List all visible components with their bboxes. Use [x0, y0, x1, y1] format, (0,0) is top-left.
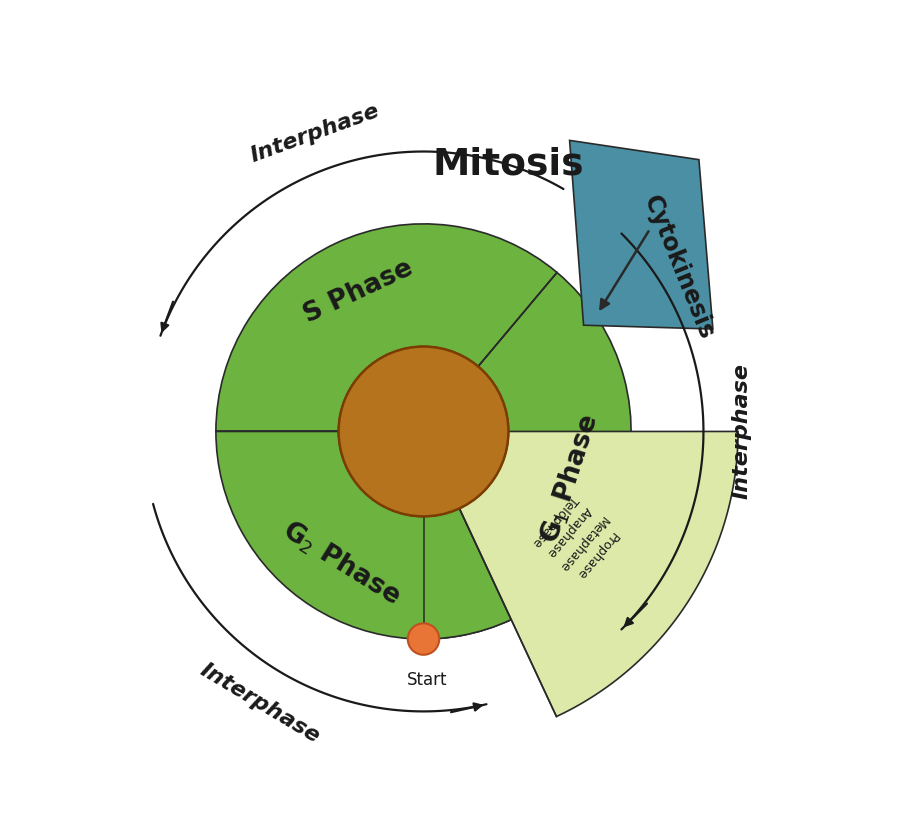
- Wedge shape: [216, 224, 557, 431]
- Polygon shape: [459, 431, 738, 717]
- Text: Cytokinesis: Cytokinesis: [638, 192, 718, 343]
- Text: G$_1$ Phase: G$_1$ Phase: [536, 411, 604, 547]
- Text: Mitosis: Mitosis: [433, 146, 584, 182]
- Wedge shape: [216, 431, 511, 639]
- Text: Interphase: Interphase: [731, 364, 752, 499]
- Polygon shape: [570, 141, 713, 329]
- Text: Start: Start: [407, 671, 447, 689]
- Text: S Phase: S Phase: [300, 255, 418, 328]
- Text: Interphase: Interphase: [248, 100, 382, 166]
- Wedge shape: [424, 272, 631, 639]
- Circle shape: [408, 623, 439, 654]
- Circle shape: [338, 346, 508, 516]
- Text: Interphase: Interphase: [196, 660, 323, 748]
- Text: Prophase
Metaphase
Anaphase
Telophase: Prophase Metaphase Anaphase Telophase: [527, 490, 624, 586]
- Text: G$_2$ Phase: G$_2$ Phase: [276, 516, 405, 611]
